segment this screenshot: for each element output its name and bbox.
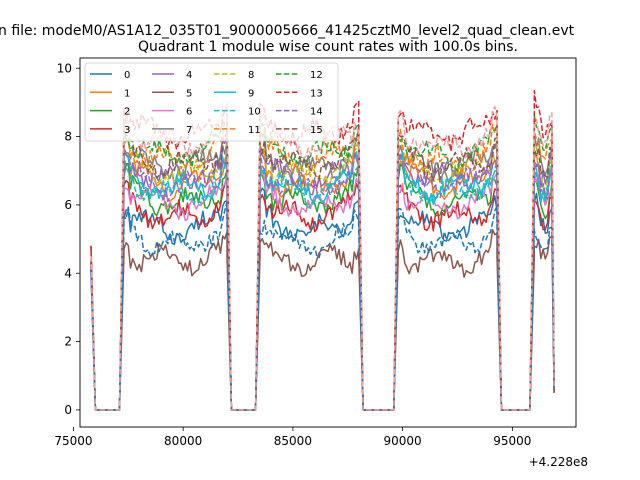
y-tick-label: 6 [64,198,72,212]
legend-label: 15 [310,125,323,136]
legend-label: 5 [186,88,192,99]
series-line-10 [90,148,555,411]
legend-label: 12 [310,70,323,81]
x-axis: 75000 80000 85000 90000 95000 [54,427,531,448]
x-tick-label: 90000 [384,434,422,448]
series-line-9 [90,150,555,411]
legend-label: 6 [186,107,192,118]
y-tick-label: 10 [57,61,72,75]
figure-suptitle: n file: modeM0/AS1A12_035T01_9000005666_… [0,23,575,39]
y-tick-label: 8 [64,130,72,144]
legend-label: 4 [186,70,192,81]
series-line-11 [90,119,555,411]
y-tick-label: 4 [64,266,72,280]
x-tick-label: 80000 [164,434,202,448]
legend-label: 7 [186,125,192,136]
y-tick-label: 0 [64,403,72,417]
series-line-5 [90,229,555,411]
axes-frame [79,57,577,428]
series-line-3 [90,175,555,411]
x-offset-label: +4.228e8 [529,455,588,469]
series-line-8 [90,135,555,411]
y-tick-label: 2 [64,335,72,349]
legend-label: 11 [248,125,261,136]
legend-label: 13 [310,88,323,99]
x-tick-label: 95000 [493,434,531,448]
series-line-15 [90,122,555,411]
legend-label: 9 [248,88,254,99]
legend-label: 14 [310,107,323,118]
y-axis: 0 2 4 6 8 10 [57,61,80,417]
legend-label: 3 [124,125,130,136]
legend-label: 8 [248,70,254,81]
chart-title: Quadrant 1 module wise count rates with … [138,39,518,55]
legend-label: 1 [124,88,130,99]
series-line-14 [90,149,555,411]
x-tick-label: 85000 [274,434,312,448]
x-tick-label: 75000 [54,434,92,448]
series-line-extra-17 [90,102,555,411]
series-line-extra-16 [90,201,555,411]
legend-frame [84,62,339,142]
legend-label: 2 [124,107,130,118]
legend-label: 0 [124,70,130,81]
series-line-13 [90,90,555,411]
legend-label: 10 [248,107,261,118]
